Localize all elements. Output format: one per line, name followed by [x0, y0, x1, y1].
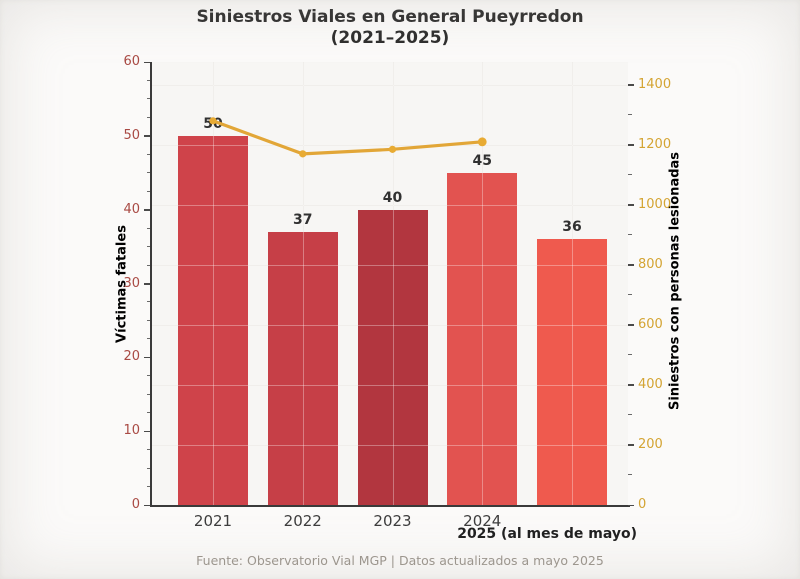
left-axis-tick	[144, 283, 150, 285]
left-axis-tick	[144, 356, 150, 359]
right-axis-tick	[628, 264, 634, 266]
left-axis-tick-label: 20	[123, 349, 140, 365]
bar-2022	[267, 231, 338, 505]
left-axis-minor-tick	[146, 412, 150, 414]
bar-2021	[178, 135, 248, 505]
bar-value-label: 37	[293, 211, 313, 228]
bar-value-label: 45	[472, 152, 492, 169]
source-footer: Fuente: Observatorio Vial MGP | Datos ac…	[196, 553, 604, 568]
line-marker	[209, 117, 217, 125]
bar-2024	[447, 172, 518, 505]
x-tick-label-2023: 2023	[373, 512, 412, 530]
grid-line-horizontal-overlay	[152, 384, 628, 386]
left-axis-tick-label: 10	[123, 423, 140, 439]
left-axis-minor-tick	[146, 172, 150, 174]
line-path	[211, 119, 484, 156]
right-axis-tick-label: 1000	[638, 196, 672, 212]
left-axis-minor-tick	[146, 486, 150, 488]
x-tick-label-2024: 2024	[463, 512, 502, 530]
bar-2025	[537, 239, 607, 505]
left-axis-minor-tick	[146, 246, 150, 248]
chart-title-line1: Siniestros Viales en General Pueyrredon	[196, 7, 584, 27]
right-axis-minor-tick	[628, 114, 632, 116]
left-axis-minor-tick	[146, 467, 150, 469]
right-axis-tick	[628, 504, 634, 506]
left-axis-tick-label: 0	[131, 497, 140, 512]
left-axis-tick-label: 40	[123, 201, 140, 217]
bar-value-label: 40	[382, 189, 403, 206]
left-axis-minor-tick	[146, 319, 150, 321]
left-axis-minor-tick	[146, 227, 150, 229]
right-axis-minor-tick	[628, 174, 632, 176]
right-axis-minor-tick	[628, 354, 632, 356]
left-axis-tick	[144, 209, 150, 211]
bottom-axis-spine	[150, 505, 630, 507]
right-axis-minor-tick	[628, 474, 632, 476]
grid-line-vertical-overlay	[302, 62, 304, 505]
right-axis-tick-label: 200	[638, 436, 663, 452]
left-axis-tick	[144, 430, 150, 433]
left-axis-tick	[144, 135, 150, 137]
left-axis-minor-tick	[146, 301, 150, 303]
right-axis-tick-label: 400	[638, 376, 663, 392]
grid-line-vertical-overlay	[392, 62, 394, 505]
grid-line-vertical-overlay	[572, 62, 573, 505]
line-marker	[477, 137, 487, 147]
left-axis-spine	[150, 62, 152, 507]
grid-line-vertical-overlay	[482, 62, 484, 505]
right-axis-minor-tick	[628, 234, 632, 236]
line-marker	[388, 145, 397, 153]
left-axis-minor-tick	[146, 393, 150, 395]
x-tick-label-2022: 2022	[283, 512, 322, 530]
grid-line-horizontal	[152, 204, 628, 206]
right-axis-tick	[628, 204, 634, 206]
left-axis-minor-tick	[146, 116, 150, 118]
bar-2023	[357, 209, 428, 505]
grid-line-horizontal	[152, 84, 628, 86]
x-tick-label-2021: 2021	[193, 512, 233, 530]
grid-line-horizontal-overlay	[152, 204, 628, 206]
line-series-Siniestros con personas lesionadas	[209, 117, 487, 158]
grid-line-horizontal-overlay	[152, 264, 628, 266]
left-axis-tick-label: 60	[123, 54, 140, 69]
grid-line-horizontal-overlay	[152, 84, 628, 86]
right-axis-minor-tick	[628, 294, 632, 296]
right-axis-tick	[628, 144, 634, 146]
grid-line-horizontal-overlay	[152, 324, 628, 326]
right-axis-tick-label: 600	[638, 316, 663, 332]
right-axis-tick-label: 1200	[638, 136, 672, 152]
right-axis-tick-label: 1400	[638, 76, 672, 92]
right-axis-tick	[628, 84, 634, 86]
right-axis-tick	[628, 384, 634, 386]
chart-title: Siniestros Viales en General Pueyrredon …	[0, 7, 780, 49]
left-axis-minor-tick	[146, 190, 150, 192]
right-axis-tick-label: 0	[638, 497, 647, 512]
left-axis-minor-tick	[146, 98, 150, 100]
plot-area: 5037404536010203040506002004006008001000…	[123, 54, 671, 530]
left-axis-tick	[144, 61, 150, 63]
left-axis-minor-tick	[146, 153, 150, 155]
left-axis-minor-tick	[146, 338, 150, 340]
right-axis-minor-tick	[628, 414, 632, 416]
left-axis-tick	[144, 504, 150, 506]
x-note-2025: 2025 (al mes de mayo)	[457, 526, 637, 542]
chart-title-line2: (2021–2025)	[330, 28, 450, 48]
left-axis-tick-label: 50	[123, 127, 140, 143]
bar-value-label: 36	[562, 219, 582, 236]
right-axis-label: Siniestros con personas lesionadas	[667, 151, 683, 411]
grid-line-vertical-overlay	[213, 62, 214, 505]
right-axis-tick-label: 800	[638, 256, 663, 272]
left-axis-minor-tick	[146, 79, 150, 81]
grid-line-horizontal	[152, 144, 628, 146]
right-axis-tick	[628, 444, 634, 446]
left-axis-minor-tick	[146, 375, 150, 377]
left-axis-minor-tick	[146, 264, 150, 266]
left-axis-tick-label: 30	[123, 275, 140, 291]
grid-line-horizontal-overlay	[152, 144, 628, 146]
right-axis-tick	[628, 324, 634, 326]
left-axis-minor-tick	[146, 449, 150, 451]
line-marker	[299, 150, 307, 158]
grid-line-horizontal-overlay	[152, 444, 628, 446]
